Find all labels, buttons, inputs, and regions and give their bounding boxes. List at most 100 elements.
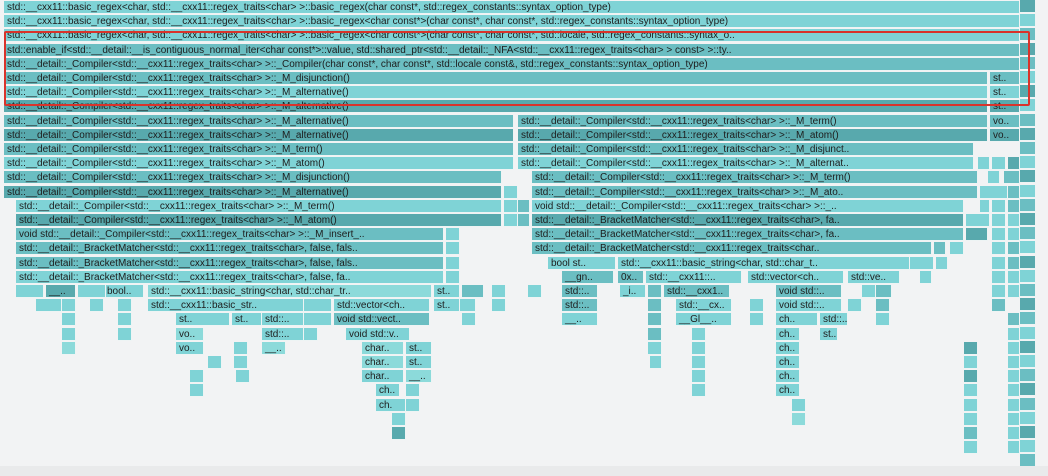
flame-frame-small[interactable] — [964, 384, 978, 398]
flame-frame[interactable]: st.. — [232, 313, 262, 327]
flame-frame-small[interactable] — [460, 299, 476, 313]
flame-frame[interactable]: _i.. — [620, 285, 646, 298]
flame-frame-small[interactable] — [862, 285, 876, 298]
flame-frame-small[interactable] — [1008, 412, 1020, 426]
flame-frame[interactable]: std::ve.. — [848, 270, 900, 284]
flame-frame-small[interactable] — [504, 214, 518, 227]
flame-frame-small[interactable] — [1008, 157, 1020, 171]
flame-frame-small[interactable] — [992, 285, 1006, 298]
flame-frame-small[interactable] — [304, 299, 332, 313]
flame-frame-small[interactable] — [1008, 285, 1020, 298]
flame-frame[interactable]: ch.. — [776, 341, 800, 355]
flame-frame[interactable]: char.. — [362, 370, 404, 384]
flame-frame[interactable]: std::__detail::_Compiler<std::__cxx11::r… — [16, 199, 502, 213]
flame-frame[interactable]: std::vector<ch.. — [334, 299, 430, 313]
flame-frame-small[interactable] — [446, 242, 460, 256]
flame-frame-small[interactable] — [118, 327, 132, 341]
flame-frame-small[interactable] — [992, 242, 1006, 256]
flame-frame-small[interactable] — [992, 214, 1006, 227]
flame-frame[interactable]: std::__detail::_BracketMatcher<std::__cx… — [16, 270, 444, 284]
flame-frame[interactable]: std::__cxx11::basic_str.. — [148, 299, 304, 313]
flame-frame-small[interactable] — [36, 299, 62, 313]
flame-frame-small[interactable] — [1008, 199, 1020, 213]
flame-frame[interactable]: std::.. — [262, 327, 304, 341]
flame-frame-small[interactable] — [966, 214, 990, 227]
flame-frame[interactable]: std::__detail::_Compiler<std::__cxx11::r… — [4, 171, 502, 185]
flame-frame[interactable]: vo.. — [990, 114, 1020, 128]
flame-frame-small[interactable] — [978, 157, 990, 171]
flame-frame-small[interactable] — [118, 313, 132, 327]
flame-frame[interactable]: std::__cxx11::basic_string<char, std::ch… — [618, 256, 910, 270]
flame-frame-small[interactable] — [406, 384, 420, 398]
flame-frame-small[interactable] — [1008, 256, 1020, 270]
flame-frame[interactable]: std::__detail::_Compiler<std::__cxx11::r… — [4, 57, 1020, 71]
flame-frame-small[interactable] — [504, 185, 518, 199]
flame-frame[interactable]: bool.. — [104, 285, 144, 298]
flame-frame[interactable]: __gn.. — [562, 270, 614, 284]
flame-frame-small[interactable] — [392, 412, 406, 426]
flame-frame[interactable]: std::__cxx11::basic_regex<char, std::__c… — [4, 15, 1020, 29]
flame-frame[interactable]: std::__cxx11::.. — [646, 270, 742, 284]
flame-frame-small[interactable] — [992, 270, 1006, 284]
flame-frame-small[interactable] — [980, 185, 1008, 199]
flame-frame-small[interactable] — [980, 199, 990, 213]
flame-frame-small[interactable] — [1008, 441, 1020, 455]
flame-frame-small[interactable] — [964, 427, 978, 440]
flame-frame[interactable]: ch.. — [776, 356, 800, 369]
flame-frame-small[interactable] — [1008, 327, 1020, 341]
flame-frame-small[interactable] — [966, 228, 988, 242]
flame-frame[interactable]: void std::.. — [776, 299, 842, 313]
flame-frame-small[interactable] — [876, 313, 890, 327]
flame-frame-small[interactable] — [234, 341, 248, 355]
flame-frame[interactable]: std::.. — [820, 313, 848, 327]
flame-frame[interactable]: std::__cxx11::basic_string<char, std::ch… — [148, 285, 432, 298]
flame-frame-small[interactable] — [692, 384, 706, 398]
flame-frame[interactable]: void std::vect.. — [334, 313, 430, 327]
flame-frame[interactable]: std::__detail::_Compiler<std::__cxx11::r… — [532, 185, 978, 199]
flame-frame[interactable]: std::__detail::_Compiler<std::__cxx11::r… — [518, 114, 988, 128]
flame-frame[interactable]: std::__detail::_Compiler<std::__cxx11::r… — [518, 128, 988, 142]
flame-frame-small[interactable] — [964, 341, 978, 355]
flame-frame-small[interactable] — [1008, 356, 1020, 369]
flame-frame[interactable]: __.. — [262, 341, 286, 355]
flame-frame[interactable]: std::__detail::_Compiler<std::__cxx11::r… — [4, 114, 514, 128]
flame-frame-small[interactable] — [62, 313, 76, 327]
flame-frame-small[interactable] — [876, 299, 890, 313]
flame-frame-small[interactable] — [1008, 370, 1020, 384]
flame-frame-small[interactable] — [964, 398, 978, 412]
flame-frame-small[interactable] — [964, 441, 978, 455]
flame-frame-small[interactable] — [992, 157, 1006, 171]
flame-frame[interactable]: std::__detail::_Compiler<std::__cxx11::r… — [16, 214, 502, 227]
flame-frame[interactable]: std::__detail::_BracketMatcher<std::__cx… — [532, 228, 964, 242]
flame-frame-small[interactable] — [648, 341, 662, 355]
flame-frame[interactable]: __.. — [406, 370, 432, 384]
flame-frame[interactable]: char.. — [362, 341, 404, 355]
flame-frame-small[interactable] — [392, 398, 406, 412]
flame-frame-small[interactable] — [650, 356, 662, 369]
flame-frame[interactable]: std::__cx.. — [676, 299, 732, 313]
flame-frame-small[interactable] — [504, 199, 518, 213]
flame-frame[interactable]: st.. — [406, 341, 432, 355]
flame-frame[interactable]: std::__detail::_Compiler<std::__cxx11::r… — [4, 86, 988, 100]
flame-frame[interactable]: __Gl__.. — [676, 313, 732, 327]
flame-frame-small[interactable] — [992, 299, 1006, 313]
flame-frame[interactable]: ch.. — [776, 370, 800, 384]
flame-frame[interactable]: st.. — [434, 285, 460, 298]
flame-frame-small[interactable] — [1004, 171, 1020, 185]
flame-frame[interactable]: std::enable_if<std::__detail::__is_conti… — [4, 43, 1020, 57]
vertical-scrollbar[interactable] — [1020, 0, 1036, 476]
flame-frame[interactable]: st.. — [176, 313, 230, 327]
flame-frame-small[interactable] — [446, 256, 460, 270]
flame-frame-small[interactable] — [518, 199, 530, 213]
flame-frame-small[interactable] — [492, 285, 506, 298]
flame-frame-small[interactable] — [1008, 341, 1020, 355]
flame-frame[interactable]: st.. — [434, 299, 460, 313]
flame-frame[interactable]: std::.. — [562, 285, 598, 298]
flame-frame[interactable]: st.. — [406, 356, 432, 369]
flame-frame[interactable]: __.. — [46, 285, 76, 298]
flame-frame[interactable]: std::__detail::_BracketMatcher<std::__cx… — [16, 242, 444, 256]
flame-frame-small[interactable] — [304, 313, 332, 327]
flame-frame-small[interactable] — [750, 299, 764, 313]
flame-frame[interactable]: void std::v.. — [346, 327, 410, 341]
flame-frame-small[interactable] — [876, 285, 892, 298]
